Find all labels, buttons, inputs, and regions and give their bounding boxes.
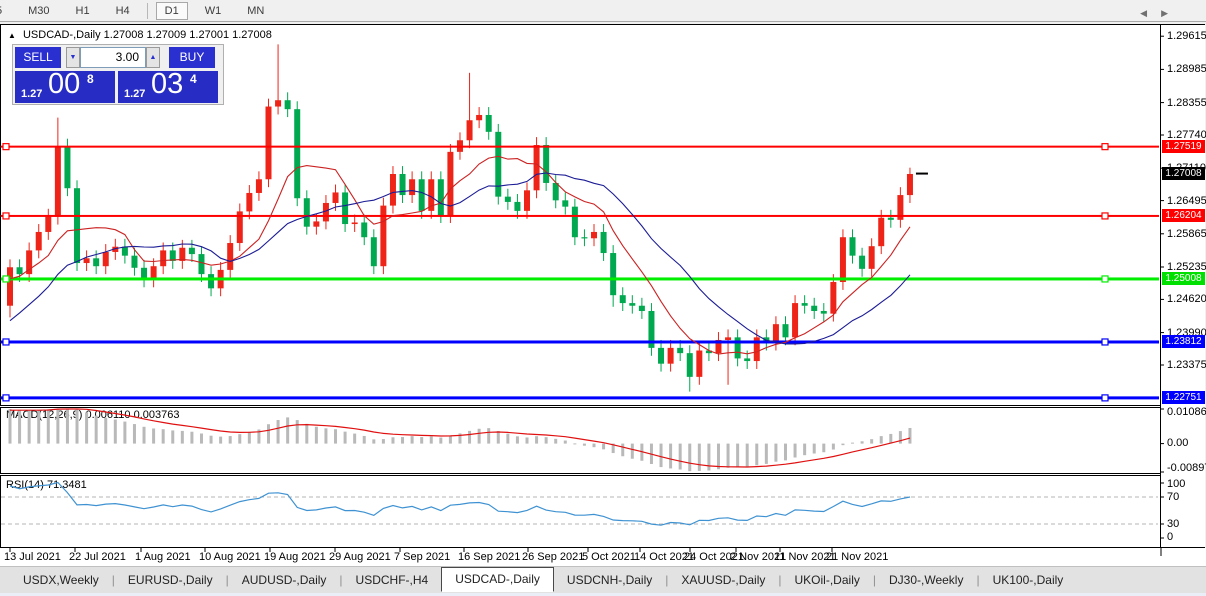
date-label: 1 Aug 2021 xyxy=(135,551,191,563)
macd-panel-divider[interactable] xyxy=(0,405,1160,408)
sell-price-display[interactable]: 1.27 00 8 xyxy=(15,68,115,103)
date-label: 7 Sep 2021 xyxy=(394,551,451,563)
level-price-badge: 1.26204 xyxy=(1162,209,1205,223)
date-label: 21 Nov 2021 xyxy=(826,551,889,563)
date-label: 16 Sep 2021 xyxy=(458,551,521,563)
rsi-axis-label: 0 xyxy=(1167,531,1174,543)
date-label: 11 Nov 2021 xyxy=(774,551,836,563)
timeframe-button-mn[interactable]: MN xyxy=(247,4,265,17)
tab-separator: | xyxy=(339,573,343,587)
tab-xauusd-daily[interactable]: XAUUSD-,Daily xyxy=(681,573,766,587)
date-label: 24 Oct 2021 xyxy=(684,551,744,563)
current-price-badge: 1.27008 xyxy=(1162,167,1205,181)
volume-decrease-button[interactable]: ▼ xyxy=(66,47,80,68)
sell-button[interactable]: SELL xyxy=(15,47,61,68)
timeframe-button-w1[interactable]: W1 xyxy=(204,4,222,17)
tab-separator: | xyxy=(778,573,782,587)
date-label: 13 Jul 2021 xyxy=(4,551,61,563)
buy-price-big: 03 xyxy=(151,68,184,100)
tab-audusd-daily[interactable]: AUDUSD-,Daily xyxy=(241,573,327,587)
price-axis-label: 1.27740 xyxy=(1167,129,1206,141)
price-axis-label: 1.23375 xyxy=(1167,359,1206,371)
tab-separator: | xyxy=(665,573,669,587)
tab-usdcad-daily[interactable]: USDCAD-,Daily xyxy=(441,566,554,592)
rsi-axis-label: 70 xyxy=(1167,491,1180,503)
price-axis-label: 1.29615 xyxy=(1167,30,1206,43)
price-axis-label: 1.28355 xyxy=(1167,96,1206,109)
one-click-trading-widget: SELL ▼ 3.00 ▲ BUY 1.27 00 8 1.27 03 4 xyxy=(12,44,224,105)
level-price-badge: 1.22751 xyxy=(1162,391,1205,405)
price-axis-label: 1.28985 xyxy=(1167,63,1206,76)
level-price-badge: 1.25008 xyxy=(1162,272,1205,286)
price-axis-label: 1.26495 xyxy=(1167,194,1206,207)
tab-ukoil-daily[interactable]: UKOil-,Daily xyxy=(794,573,860,587)
buy-button[interactable]: BUY xyxy=(169,47,215,68)
tab-dj30-weekly[interactable]: DJ30-,Weekly xyxy=(888,573,964,587)
tab-scroll-left-icon[interactable]: ◀ xyxy=(1140,8,1162,18)
macd-axis-label: 0.010869 xyxy=(1167,406,1206,418)
tab-separator: | xyxy=(111,573,115,587)
tab-scroll-right-icon[interactable]: ▶ xyxy=(1161,8,1182,18)
tab-scroll-arrows[interactable]: ◀▶ xyxy=(1140,8,1182,19)
symbol-marker-icon: ▲ xyxy=(8,31,16,40)
chart-ohlc-header: ▲ USDCAD-,Daily 1.27008 1.27009 1.27001 … xyxy=(8,29,272,41)
buy-price-display[interactable]: 1.27 03 4 xyxy=(118,68,218,103)
date-label: 26 Sep 2021 xyxy=(522,551,585,563)
level-price-badge: 1.27519 xyxy=(1162,140,1205,154)
macd-axis-label: 0.00 xyxy=(1167,437,1189,449)
price-axis-label: 1.25865 xyxy=(1167,227,1206,240)
rsi-axis-label: 100 xyxy=(1167,478,1186,490)
price-axis-divider xyxy=(1160,24,1161,548)
tab-separator: | xyxy=(872,573,876,587)
timeframe-button-m30[interactable]: M30 xyxy=(28,4,50,17)
date-label: 22 Jul 2021 xyxy=(69,551,126,563)
volume-input[interactable]: 3.00 xyxy=(80,47,146,68)
date-label: 29 Aug 2021 xyxy=(329,551,391,563)
buy-price-pip: 4 xyxy=(190,72,197,86)
macd-label: MACD(12,26,9) 0.006110 0.003763 xyxy=(6,409,180,421)
window-bottom-edge xyxy=(0,593,1206,596)
tab-usdchf-h4[interactable]: USDCHF-,H4 xyxy=(355,573,429,587)
price-axis-label: 1.24620 xyxy=(1167,293,1206,306)
chart-symbol-label: USDCAD-,Daily xyxy=(22,29,101,41)
sell-price-pip: 8 xyxy=(87,72,94,86)
sell-price-big: 00 xyxy=(48,68,81,100)
timeframe-button-h1[interactable]: H1 xyxy=(75,4,90,17)
tab-uk100-daily[interactable]: UK100-,Daily xyxy=(992,573,1064,587)
level-price-badge: 1.23812 xyxy=(1162,335,1205,349)
timeframe-toolbar: 5 M30 H1 H4 D1 W1 MN xyxy=(0,0,1206,22)
tab-usdx-weekly[interactable]: USDX,Weekly xyxy=(23,573,99,587)
price-axis-label: 1.25235 xyxy=(1167,260,1206,273)
date-label: 2 Nov 2021 xyxy=(730,551,787,563)
date-axis[interactable] xyxy=(0,548,1206,566)
sell-price-prefix: 1.27 xyxy=(21,88,43,100)
symbol-tab-bar: USDX,Weekly | EURUSD-,Daily | AUDUSD-,Daily |… xyxy=(0,566,1206,593)
timeframe-button-d1[interactable]: D1 xyxy=(155,1,188,20)
rsi-label: RSI(14) 71.3481 xyxy=(6,479,87,491)
timeframe-button-5[interactable]: 5 xyxy=(0,2,11,20)
date-label: 5 Oct 2021 xyxy=(582,551,636,563)
date-label: 14 Oct 2021 xyxy=(634,551,694,563)
buy-price-prefix: 1.27 xyxy=(124,88,146,100)
tab-usdcnh-daily[interactable]: USDCNH-,Daily xyxy=(566,573,653,587)
chart-ohlc-values: 1.27008 1.27009 1.27001 1.27008 xyxy=(103,29,272,41)
date-label: 10 Aug 2021 xyxy=(199,551,261,563)
toolbar-separator xyxy=(146,2,148,19)
tab-eurusd-daily[interactable]: EURUSD-,Daily xyxy=(127,573,213,587)
rsi-panel-divider[interactable] xyxy=(0,473,1160,476)
rsi-axis-label: 30 xyxy=(1167,518,1180,530)
tab-separator: | xyxy=(976,573,980,587)
volume-increase-button[interactable]: ▲ xyxy=(146,47,160,68)
tab-separator: | xyxy=(225,573,229,587)
macd-axis-label: -0.008974 xyxy=(1167,462,1206,474)
timeframe-button-h4[interactable]: H4 xyxy=(115,4,130,17)
date-label: 19 Aug 2021 xyxy=(264,551,326,563)
